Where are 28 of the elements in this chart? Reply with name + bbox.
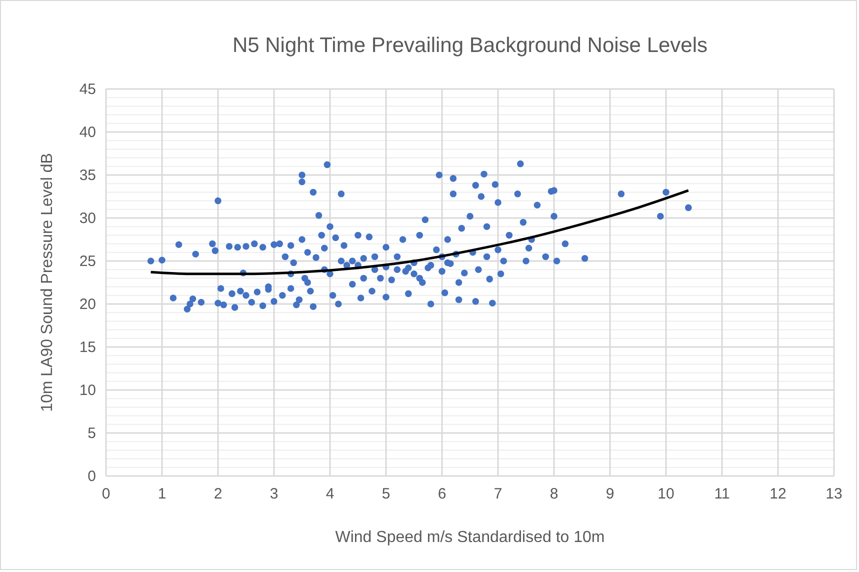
line-series xyxy=(150,189,690,276)
y-tick-label: 10 xyxy=(79,382,96,399)
x-tick-label: 0 xyxy=(102,486,110,503)
y-tick-label: 45 xyxy=(79,80,96,98)
x-tick-label: 2 xyxy=(214,486,222,503)
y-tick-label: 15 xyxy=(79,338,96,356)
y-tick-label: 25 xyxy=(79,252,96,270)
chart-title: N5 Night Time Prevailing Background Noise Levels xyxy=(232,34,708,57)
y-tick-label: 30 xyxy=(79,210,96,227)
x-tick-label: 6 xyxy=(438,486,446,503)
x-tick-label: 11 xyxy=(714,486,730,503)
x-tick-label: 10 xyxy=(658,486,674,503)
x-tick-label: 12 xyxy=(770,486,786,503)
y-tick-label: 5 xyxy=(88,424,96,442)
x-tick-label: 4 xyxy=(326,486,334,503)
y-axis-title: 10m LA90 Sound Pressure Level dB xyxy=(39,153,56,412)
x-axis-title: Wind Speed m/s Standardised to 10m xyxy=(335,529,605,546)
y-tick-label: 20 xyxy=(79,296,96,313)
x-tick-label: 1 xyxy=(158,486,166,503)
x-tick-label: 5 xyxy=(382,486,390,503)
x-tick-label: 3 xyxy=(270,486,278,503)
y-tick-label: 40 xyxy=(79,124,96,141)
x-tick-label: 13 xyxy=(826,486,842,503)
y-tick-label: 35 xyxy=(79,166,96,184)
x-tick-label: 7 xyxy=(494,486,502,503)
y-tick-label: 0 xyxy=(88,468,96,485)
x-tick-label: 8 xyxy=(550,486,558,503)
x-tick-label: 9 xyxy=(606,486,614,503)
